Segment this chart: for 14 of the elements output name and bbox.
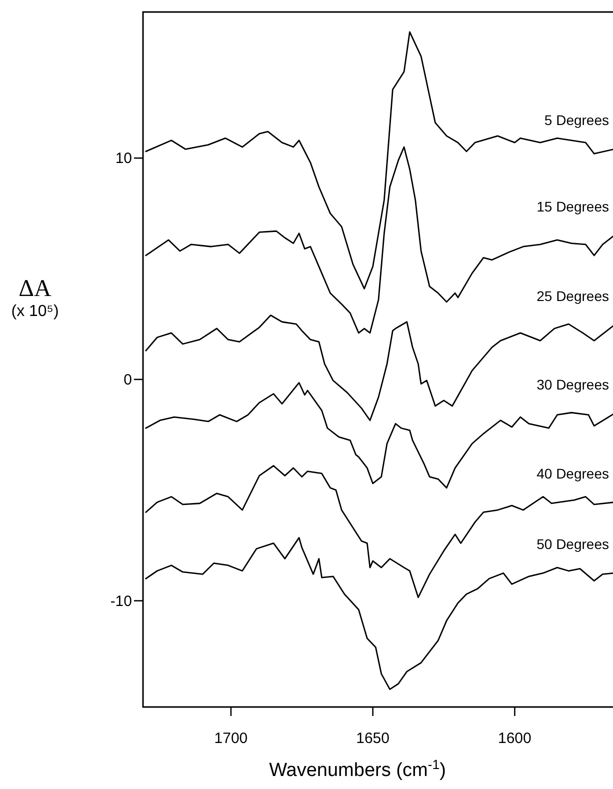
series-label: 40 Degrees [536, 465, 609, 482]
y-tick-label: 0 [124, 371, 132, 388]
x-tick-label: 1600 [498, 730, 532, 747]
y-tick-label: 10 [115, 150, 132, 168]
y-tick-label: -10 [110, 592, 132, 610]
x-axis-title: Wavenumbers (cm$^{-1}$) [269, 756, 446, 781]
series-label: 30 Degrees [536, 376, 609, 393]
series-label: 50 Degrees [536, 536, 609, 552]
y-axis-title: ΔA (x 10⁵) [11, 276, 59, 320]
x-tick-label: 1650 [356, 730, 390, 747]
series-label: 15 Degrees [536, 198, 609, 215]
x-tick-label: 1700 [214, 730, 248, 747]
series-label: 25 Degrees [536, 288, 609, 304]
series-label: 5 Degrees [544, 112, 609, 128]
